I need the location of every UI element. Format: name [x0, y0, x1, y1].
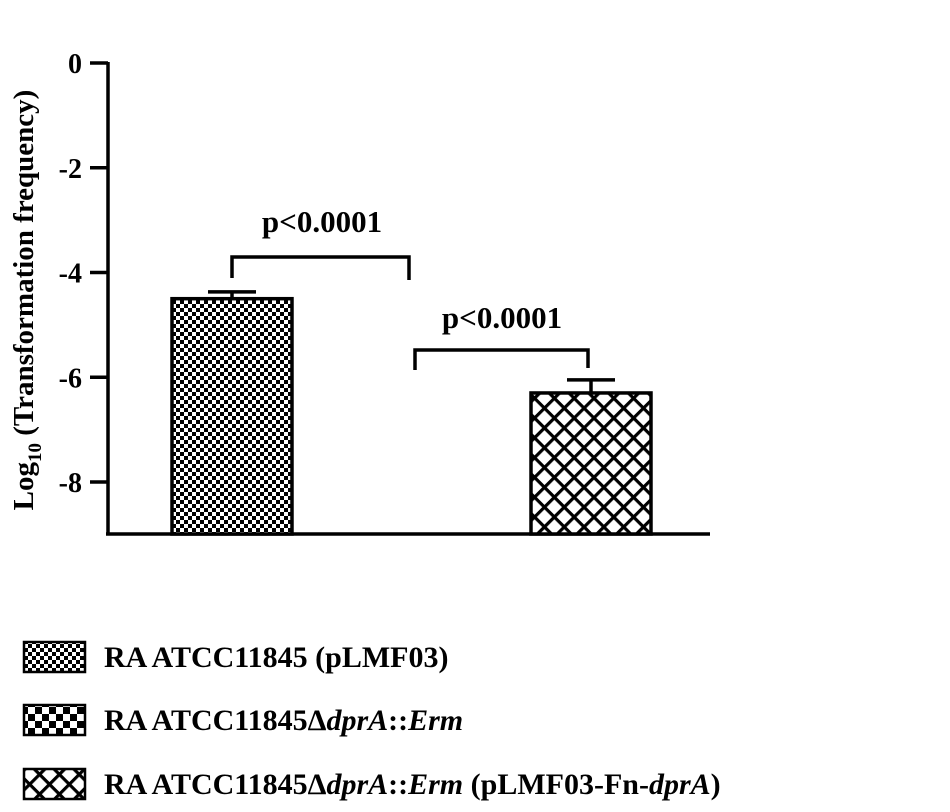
- y-tick-label: -2: [59, 154, 82, 185]
- legend-swatch-s3: [22, 767, 87, 801]
- p-value-label: p<0.0001: [262, 204, 382, 239]
- y-tick-label: -8: [59, 468, 82, 499]
- legend-label-s1: RA ATCC11845 (pLMF03): [104, 641, 448, 674]
- y-tick-label: 0: [68, 49, 82, 80]
- legend-swatch-s2: [22, 703, 87, 737]
- bar-s1: [170, 296, 294, 536]
- significance-bracket: [230, 255, 411, 280]
- legend: RA ATCC11845 (pLMF03)RA ATCC11845ΔdprA::…: [22, 640, 721, 801]
- y-ticks: 0 -2 -4 -6 -8: [59, 49, 108, 499]
- y-axis-label: Log10 (Transformation frequency): [8, 90, 46, 511]
- legend-label-s3: RA ATCC11845ΔdprA::Erm (pLMF03-Fn-dprA): [104, 768, 721, 801]
- significance-bracket: [413, 348, 590, 370]
- legend-label-s2: RA ATCC11845ΔdprA::Erm: [104, 704, 463, 737]
- bar-s3: [529, 391, 653, 536]
- legend-swatch-s1: [22, 640, 87, 674]
- significance-annotations: p<0.0001 p<0.0001: [230, 204, 590, 370]
- y-tick-label: -4: [59, 259, 82, 290]
- bars: [170, 290, 653, 536]
- p-value-label: p<0.0001: [442, 300, 562, 335]
- y-tick-label: -6: [59, 363, 82, 394]
